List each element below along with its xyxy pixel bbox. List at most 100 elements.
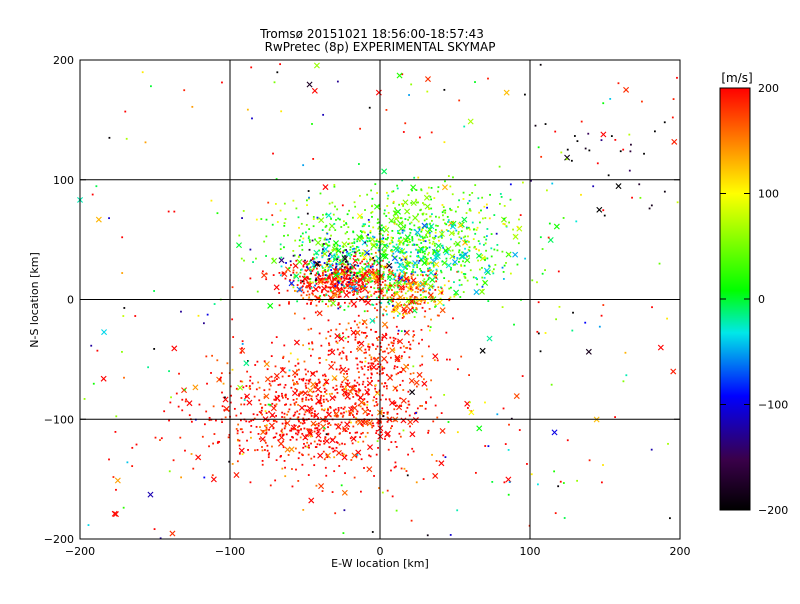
data-point (303, 360, 306, 363)
data-point (267, 453, 270, 456)
data-point (281, 395, 284, 397)
data-point (354, 431, 357, 434)
data-point (499, 193, 502, 195)
data-point (458, 99, 461, 102)
data-point (405, 264, 408, 267)
data-point (353, 476, 356, 479)
data-point (396, 412, 399, 415)
data-point (328, 229, 331, 231)
data-point (364, 336, 367, 339)
data-point (412, 339, 415, 342)
data-point (315, 288, 318, 291)
data-point (342, 290, 345, 293)
data-point (524, 93, 526, 96)
data-point (281, 411, 284, 414)
data-point (254, 364, 257, 366)
data-point (326, 411, 329, 414)
data-point (249, 387, 252, 390)
data-point-x (364, 389, 371, 396)
data-point (393, 466, 396, 469)
data-point-x (344, 393, 351, 400)
data-point (312, 257, 314, 259)
data-point (329, 406, 332, 409)
data-point (179, 436, 182, 439)
data-point (496, 413, 499, 416)
data-point (370, 242, 373, 245)
data-point (416, 255, 418, 258)
data-point (427, 278, 430, 281)
data-point (399, 241, 401, 244)
data-point (400, 258, 403, 261)
data-point (603, 214, 606, 217)
data-point (288, 408, 291, 411)
data-point (341, 381, 344, 384)
data-point (322, 395, 325, 397)
data-point (351, 242, 354, 245)
data-point (341, 350, 344, 353)
data-point (375, 291, 378, 293)
data-point (282, 433, 285, 436)
data-point (342, 346, 345, 349)
data-point (180, 310, 182, 313)
data-point-x (358, 340, 365, 347)
data-point-x (273, 372, 280, 379)
data-point (393, 308, 396, 311)
data-point (396, 184, 399, 187)
data-point (304, 259, 306, 262)
data-point (381, 297, 384, 299)
data-point (505, 225, 508, 227)
data-point (302, 280, 305, 283)
data-point (377, 363, 379, 365)
data-point-x (374, 390, 381, 397)
data-point (407, 218, 410, 221)
data-point (434, 303, 437, 306)
data-point-x (273, 284, 280, 291)
data-point (408, 414, 411, 417)
data-point (417, 303, 420, 305)
data-point (326, 243, 329, 246)
data-point (384, 279, 387, 282)
data-point (508, 423, 510, 426)
data-point (366, 237, 369, 239)
data-point (376, 403, 379, 406)
data-point (384, 294, 387, 297)
data-point (279, 433, 282, 436)
data-point (372, 226, 375, 229)
data-point (345, 370, 348, 373)
data-point-x (432, 472, 439, 479)
data-point-x (402, 237, 409, 244)
data-point (381, 248, 384, 251)
data-point (671, 116, 674, 119)
data-point (342, 250, 345, 252)
data-point (406, 244, 409, 247)
data-point-x (409, 389, 416, 396)
data-point (393, 349, 396, 351)
data-point (416, 264, 419, 266)
data-point (375, 270, 378, 272)
data-point (313, 455, 316, 458)
data-point (396, 291, 399, 294)
data-point (503, 223, 506, 226)
data-point (395, 292, 398, 295)
data-point (406, 346, 409, 349)
data-point (361, 287, 364, 290)
data-point (324, 226, 327, 228)
data-point (211, 474, 214, 477)
data-point (631, 196, 633, 199)
data-point (425, 234, 428, 237)
data-point (327, 407, 329, 410)
data-point-x (670, 368, 677, 375)
data-point (341, 288, 343, 291)
data-point (327, 244, 329, 247)
data-point (342, 220, 345, 223)
data-point (427, 429, 430, 432)
data-point-x (551, 429, 558, 436)
data-point (402, 314, 404, 316)
data-point (427, 431, 430, 434)
data-point (290, 429, 293, 432)
data-point (366, 280, 369, 283)
data-point (87, 524, 90, 526)
data-point (460, 271, 463, 274)
data-point (270, 355, 273, 358)
data-point (339, 261, 342, 264)
